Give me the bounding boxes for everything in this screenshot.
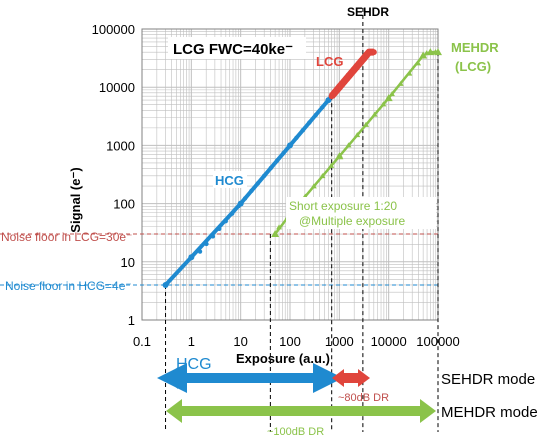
- x-axis-title: Exposure (a.u.): [236, 351, 330, 366]
- series-marker: [354, 132, 361, 138]
- mehdr-dr-bar: MEHDR mode ~100dB DR: [166, 399, 538, 438]
- x-tick-label: 1: [188, 334, 195, 349]
- series-marker: [336, 152, 343, 158]
- series-marker: [319, 105, 325, 110]
- series-marker: [362, 121, 369, 127]
- series-marker: [319, 173, 326, 179]
- series-marker: [328, 162, 335, 168]
- mehdr-dr-label: ~100dB DR: [267, 426, 324, 438]
- mehdr-dr-arrow-left-head: [166, 399, 182, 423]
- series-marker: [370, 49, 377, 56]
- multiple-exposure-label: @Multiple exposure: [299, 214, 406, 228]
- hcg-dr-arrow-left-head: [164, 367, 178, 389]
- series-marker: [268, 165, 273, 171]
- series-marker: [249, 188, 254, 194]
- series-marker: [371, 111, 378, 117]
- series-marker: [236, 203, 241, 209]
- sehdr-top-label: SEHDR: [347, 5, 389, 19]
- hcg-dr-arrow-right-head: [320, 367, 334, 389]
- series-marker: [419, 51, 428, 59]
- grid: [141, 29, 438, 321]
- series-marker: [432, 49, 439, 55]
- series-marker: [242, 196, 248, 201]
- series-marker: [255, 181, 261, 186]
- fwc-label-bg: [168, 37, 306, 59]
- fwc-label: LCG FWC=40ke⁻: [173, 41, 293, 58]
- series-marker: [388, 91, 395, 97]
- series-marker: [380, 101, 387, 107]
- series-marker: [276, 224, 283, 230]
- series-marker: [223, 219, 228, 224]
- y-tick-label: 10: [121, 255, 135, 270]
- series: [162, 48, 442, 288]
- sehdr-dr-label: ~80dB DR: [338, 392, 389, 404]
- hcg-series-label: HCG: [215, 173, 244, 188]
- series-marker: [294, 135, 299, 140]
- noise-floor-hcg-label: Noise floor in HCG=4e⁻: [5, 279, 132, 293]
- short-exposure-label: Short exposure 1:20: [289, 199, 397, 213]
- series-marker: [406, 70, 413, 76]
- series-marker: [310, 183, 317, 189]
- series-marker: [300, 127, 306, 133]
- hcg-dr-label: HCG: [176, 356, 212, 373]
- series-marker: [307, 120, 312, 125]
- sehdr-dr-bar: HCG SEHDR mode ~80dB DR: [157, 356, 535, 404]
- series-marker: [423, 50, 430, 56]
- mehdr-dr-arrow-right-head: [420, 399, 436, 423]
- x-tick-label: 10000: [371, 334, 407, 349]
- guide-lines: [0, 8, 439, 432]
- y-tick-label: 100: [113, 197, 135, 212]
- lcg-dr-arrow-left-head: [332, 369, 344, 387]
- series-marker: [229, 211, 235, 216]
- series-marker: [384, 94, 393, 102]
- sehdr-mode-label: SEHDR mode: [441, 371, 535, 388]
- series-marker: [217, 226, 222, 231]
- series-marker: [210, 234, 216, 239]
- series-marker: [262, 173, 267, 178]
- short-exposure-bg: [286, 197, 436, 229]
- series-marker: [162, 281, 169, 288]
- series-marker: [287, 143, 293, 148]
- series-marker: [415, 60, 422, 66]
- axes: 0.1 1 10 100 1000 10000 1000001101001000100001…: [92, 22, 460, 349]
- lcg-dr-arrow-right-head: [358, 369, 370, 387]
- series-marker: [313, 112, 318, 118]
- series-marker: [362, 52, 370, 60]
- series-marker: [197, 249, 203, 254]
- mehdr-series-label: MEHDR: [451, 40, 499, 55]
- lcg-series-label: LCG: [316, 54, 343, 69]
- noise-floor-lcg-label: Noise floor in LCG=30e⁻: [1, 230, 132, 244]
- x-tick-label: 10: [233, 334, 247, 349]
- y-tick-label: 100000: [92, 22, 135, 37]
- series-marker: [188, 254, 195, 261]
- x-tick-label: 100: [279, 334, 301, 349]
- series-marker: [204, 241, 209, 247]
- series-marker: [281, 150, 286, 156]
- series-marker: [271, 230, 280, 238]
- y-tick-label: 1: [128, 313, 135, 328]
- x-tick-label: 1000: [325, 334, 354, 349]
- series-marker: [345, 142, 352, 148]
- x-tick-label: 0.1: [133, 334, 151, 349]
- mehdr-series-label-sub: (LCG): [455, 59, 491, 74]
- y-tick-label: 1000: [106, 138, 135, 153]
- y-tick-label: 10000: [99, 80, 135, 95]
- hcg-series-label-bg: [213, 171, 247, 188]
- mehdr-mode-label: MEHDR mode: [441, 404, 538, 421]
- series-marker: [274, 158, 280, 163]
- series-marker: [397, 80, 404, 86]
- y-axis-title: Signal (e⁻): [68, 167, 83, 232]
